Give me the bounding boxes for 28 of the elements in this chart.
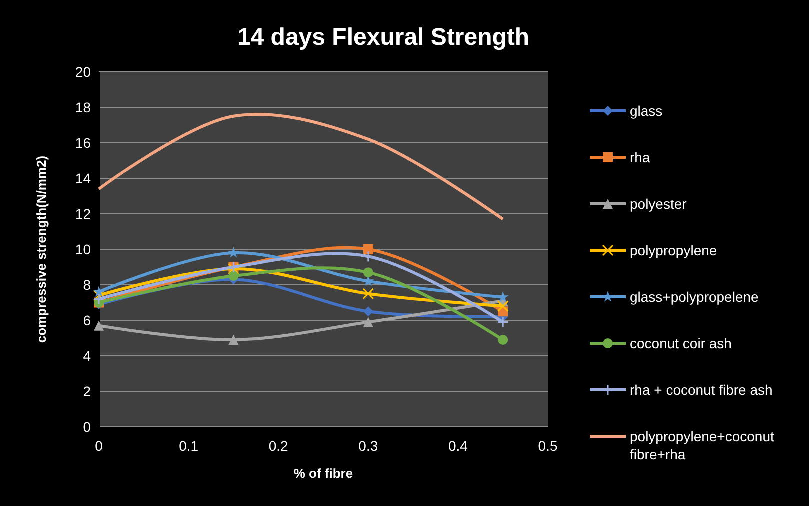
legend-label: polypropylene bbox=[630, 242, 718, 258]
y-tick-label: 8 bbox=[83, 276, 92, 293]
y-tick-label: 12 bbox=[75, 206, 92, 222]
y-tick-label: 0 bbox=[83, 418, 92, 435]
y-tick-label: 14 bbox=[75, 170, 92, 186]
legend-label: coconut coir ash bbox=[630, 335, 732, 352]
x-tick-label: 0.5 bbox=[538, 438, 558, 454]
y-tick-label: 18 bbox=[75, 99, 92, 116]
legend-label: rha bbox=[630, 149, 650, 166]
chart-title: 14 days Flexural Strength bbox=[237, 24, 530, 51]
y-tick-label: 6 bbox=[83, 312, 92, 328]
legend-label: glass bbox=[630, 102, 663, 119]
y-axis-title: compressive strength(N/mm2) bbox=[34, 156, 49, 344]
y-tick-label: 20 bbox=[75, 64, 92, 80]
x-tick-label: 0 bbox=[95, 438, 104, 454]
x-axis-title: % of fibre bbox=[294, 466, 354, 481]
y-tick-label: 16 bbox=[75, 134, 92, 151]
legend-label: polypropylene+coconut fibre+rha bbox=[630, 428, 774, 463]
legend-label: rha + coconut fibre ash bbox=[630, 382, 773, 398]
legend-label: polyester bbox=[630, 196, 688, 212]
y-tick-label: 10 bbox=[75, 241, 92, 258]
y-tick-label: 2 bbox=[83, 383, 92, 400]
y-tick-label: 4 bbox=[83, 348, 92, 364]
x-tick-label: 0.4 bbox=[448, 438, 468, 454]
x-tick-label: 0.3 bbox=[358, 438, 378, 454]
x-tick-label: 0.2 bbox=[268, 438, 289, 454]
legend-label: glass+polypropelene bbox=[630, 288, 760, 305]
x-tick-label: 0.1 bbox=[179, 438, 199, 454]
